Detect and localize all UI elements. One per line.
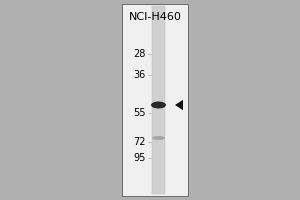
Text: 55: 55	[134, 108, 146, 118]
Polygon shape	[175, 100, 183, 110]
Text: 36: 36	[134, 70, 146, 80]
Bar	[122, 4, 188, 196]
Text: NCI-H460: NCI-H460	[129, 12, 182, 22]
Bar	[152, 6, 165, 194]
Text: 72: 72	[134, 137, 146, 147]
Ellipse shape	[151, 102, 166, 108]
Text: 28: 28	[134, 49, 146, 59]
Bar	[122, 4, 188, 196]
Text: 95: 95	[134, 153, 146, 163]
Ellipse shape	[152, 136, 165, 140]
